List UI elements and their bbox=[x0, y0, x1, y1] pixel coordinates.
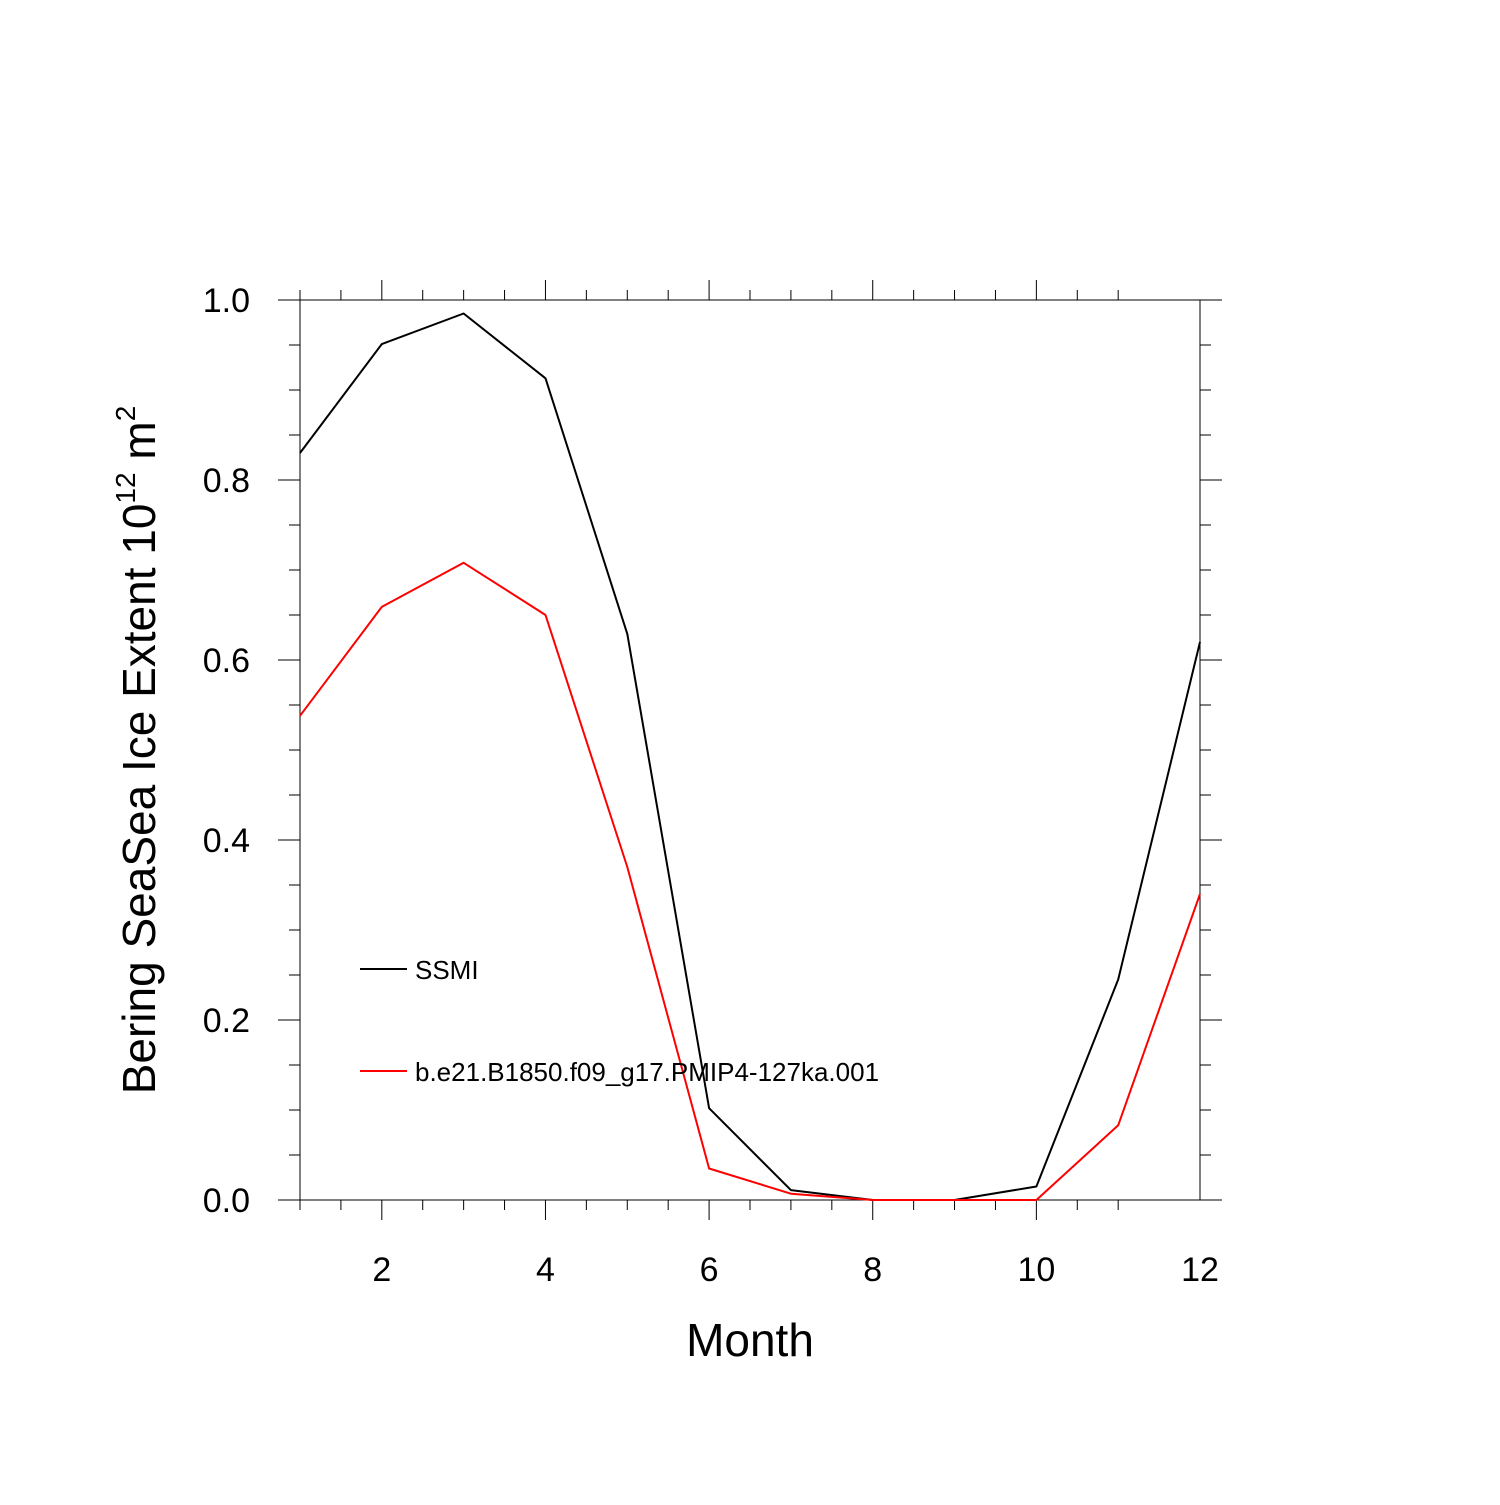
axes: 2 4 6 8 10 12 0.0 0.2 0.4 0.6 0.8 1.0 bbox=[203, 280, 1222, 1289]
legend-label: SSMI bbox=[415, 955, 479, 985]
y-axis-title-unit: m bbox=[113, 421, 165, 472]
x-tick-label: 6 bbox=[700, 1251, 719, 1289]
y-tick-label: 1.0 bbox=[203, 282, 250, 320]
y-tick-label: 0.2 bbox=[203, 1002, 250, 1040]
x-tick-label: 2 bbox=[372, 1251, 391, 1289]
y-tick-label: 0.4 bbox=[203, 822, 250, 860]
series-lines bbox=[299, 312, 1201, 1201]
x-tick-label: 12 bbox=[1181, 1251, 1219, 1289]
y-tick-label: 0.8 bbox=[203, 462, 250, 500]
y-tick-label: 0.6 bbox=[203, 642, 250, 680]
legend-label: b.e21.B1850.f09_g17.PMIP4-127ka.001 bbox=[415, 1057, 879, 1087]
series-line bbox=[299, 312, 1201, 1201]
y-axis-title-sup1: 12 bbox=[110, 472, 141, 503]
series-line bbox=[299, 561, 1201, 1201]
legend: SSMI b.e21.B1850.f09_g17.PMIP4-127ka.001 bbox=[360, 955, 879, 1087]
x-tick-label: 10 bbox=[1017, 1251, 1055, 1289]
x-tick-label: 4 bbox=[536, 1251, 555, 1289]
y-tick-label: 0.0 bbox=[203, 1182, 250, 1220]
y-axis-title-main: Bering SeaSea Ice Extent 10 bbox=[113, 504, 165, 1095]
y-axis-title: Bering SeaSea Ice Extent 1012 m2 bbox=[110, 406, 165, 1095]
x-tick-label: 8 bbox=[863, 1251, 882, 1289]
x-axis-title: Month bbox=[686, 1314, 814, 1366]
y-axis-title-sup2: 2 bbox=[110, 406, 141, 422]
